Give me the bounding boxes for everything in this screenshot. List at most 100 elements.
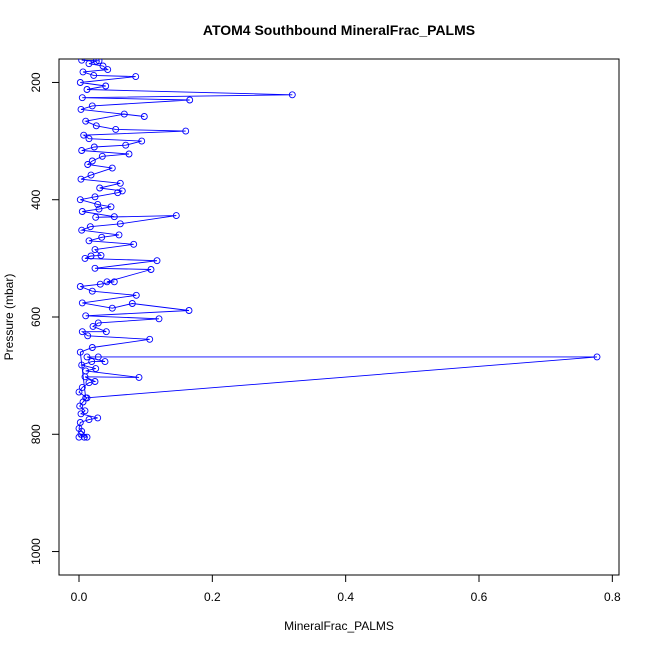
data-point [94, 319, 102, 327]
data-point [83, 353, 91, 361]
x-tick-label: 0.4 [337, 590, 354, 604]
data-point [83, 86, 91, 93]
data-point [130, 240, 138, 248]
data-point [91, 193, 99, 201]
data-point [147, 266, 155, 273]
data-point [84, 332, 92, 340]
data-point [155, 315, 163, 323]
x-axis-label: MineralFrac_PALMS [284, 619, 394, 633]
data-point [96, 184, 104, 192]
y-axis-label: Pressure (mbar) [2, 274, 16, 361]
data-point [80, 131, 88, 139]
data-point [138, 137, 146, 145]
data-point [125, 150, 133, 158]
data-point [185, 307, 193, 314]
chart-title: ATOM4 Southbound MineralFrac_PALMS [203, 22, 475, 38]
data-point [593, 353, 601, 361]
data-point [95, 205, 103, 213]
data-point [92, 59, 100, 65]
data-point [186, 96, 194, 104]
data-point [88, 344, 96, 351]
data-point [288, 91, 296, 99]
y-tick-label: 600 [29, 307, 43, 327]
data-point [76, 402, 84, 410]
data-point [78, 208, 86, 215]
data-point [85, 135, 93, 143]
data-point [182, 127, 190, 135]
data-point [99, 62, 107, 70]
data-point [96, 280, 104, 288]
data-point [107, 203, 115, 211]
data-point [110, 278, 118, 286]
data-point [128, 300, 136, 307]
data-point [77, 105, 85, 113]
data-point [103, 278, 111, 286]
data-point [88, 157, 96, 165]
x-tick-label: 0.6 [471, 590, 488, 604]
data-point [132, 291, 140, 299]
data-point [88, 358, 96, 366]
data-point [94, 353, 102, 361]
y-axis: 200 400 600 800 1000 [29, 72, 60, 565]
data-point [98, 233, 106, 241]
data-point [76, 79, 84, 86]
data-point [77, 175, 85, 183]
data-point [95, 59, 103, 65]
data-point [76, 196, 84, 204]
data-point [120, 110, 128, 118]
data-point [114, 189, 122, 197]
data-point [97, 251, 105, 259]
data-point [78, 361, 86, 369]
data-point [81, 254, 89, 262]
x-tick-label: 0.8 [604, 590, 621, 604]
data-point [94, 414, 102, 422]
series-layer [75, 59, 601, 441]
data-point [78, 147, 86, 154]
data-point [102, 82, 110, 90]
y-tick-label: 200 [29, 72, 43, 92]
data-point [85, 416, 93, 424]
data-point [78, 328, 86, 336]
data-point [85, 237, 93, 245]
data-point [91, 246, 99, 254]
series-line [78, 59, 598, 438]
data-point [116, 220, 124, 228]
data-point [82, 367, 90, 375]
x-tick-label: 0.0 [71, 590, 88, 604]
data-point [87, 252, 95, 260]
x-tick-label: 0.2 [204, 590, 221, 604]
data-point [84, 161, 92, 168]
data-point [91, 264, 99, 272]
y-tick-label: 400 [29, 189, 43, 209]
data-point [78, 59, 86, 64]
data-point [87, 171, 95, 179]
data-point [92, 213, 100, 221]
data-point [91, 378, 99, 385]
data-point [86, 223, 94, 231]
data-point [140, 113, 148, 120]
data-point [75, 388, 83, 396]
data-point [88, 102, 96, 110]
data-point [94, 200, 102, 208]
data-point [76, 419, 84, 426]
data-point [116, 179, 124, 187]
data-point [153, 257, 161, 265]
data-point [102, 328, 110, 336]
data-point [80, 433, 88, 441]
data-point [82, 312, 90, 320]
data-point [172, 212, 180, 220]
data-point [83, 433, 91, 441]
data-point [104, 66, 112, 74]
data-point [90, 71, 98, 79]
data-point [76, 348, 84, 356]
data-point [78, 383, 86, 391]
y-tick-label: 800 [29, 424, 43, 444]
data-point [89, 322, 97, 330]
data-point [78, 226, 86, 234]
data-point [78, 94, 86, 102]
data-point [76, 283, 84, 290]
data-point [135, 373, 143, 381]
data-point [118, 187, 126, 195]
data-point [122, 141, 130, 149]
